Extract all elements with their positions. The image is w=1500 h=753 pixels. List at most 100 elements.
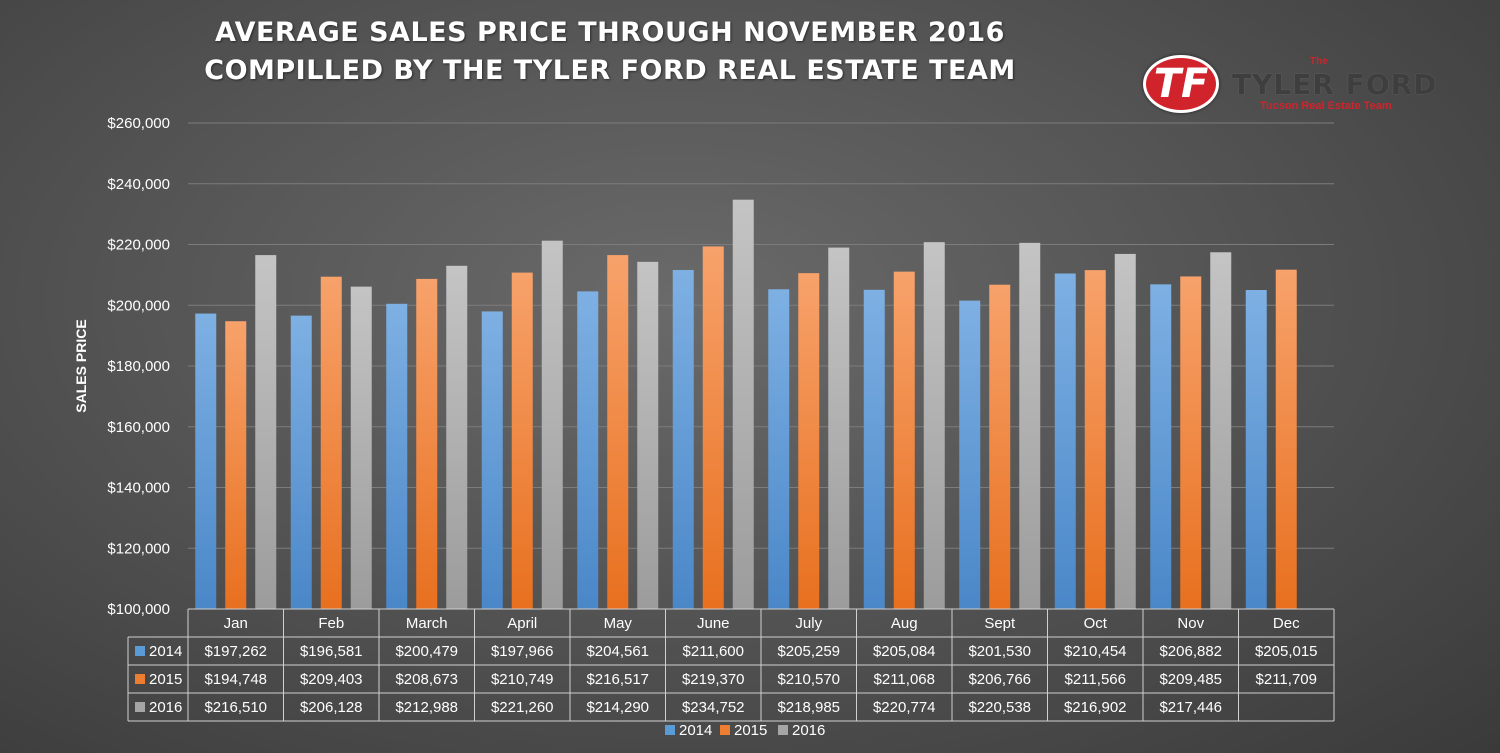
table-cell-value: $220,774 bbox=[873, 699, 936, 716]
bar-2014-oct bbox=[1054, 273, 1076, 609]
bar-2016-oct bbox=[1114, 253, 1136, 610]
tf-monogram-icon: TF bbox=[1143, 55, 1219, 113]
table-cell-value: $205,259 bbox=[777, 643, 840, 660]
table-cell-value: $197,262 bbox=[204, 643, 267, 660]
bar-2016-aug bbox=[923, 242, 945, 609]
tyler-ford-logo: TF The TYLER FORD Tucson Real Estate Tea… bbox=[1140, 52, 1440, 120]
bar-2016-march bbox=[446, 265, 468, 609]
bar-2014-feb bbox=[290, 315, 312, 609]
bar-2014-dec bbox=[1245, 290, 1267, 609]
bar-2015-april bbox=[511, 272, 533, 609]
bar-2016-sept bbox=[1019, 242, 1041, 609]
table-cell-value: $211,600 bbox=[683, 643, 744, 660]
bar-2015-dec bbox=[1275, 269, 1297, 609]
table-series-name: 2014 bbox=[149, 643, 182, 660]
y-tick-label: $100,000 bbox=[107, 601, 170, 618]
bar-2015-oct bbox=[1084, 270, 1106, 609]
y-tick-label: $200,000 bbox=[107, 297, 170, 314]
legend-key-2016 bbox=[778, 725, 788, 735]
bar-2015-may bbox=[607, 255, 629, 610]
category-label: March bbox=[406, 615, 448, 632]
bar-2016-nov bbox=[1210, 252, 1232, 609]
table-legend-key-2015 bbox=[135, 674, 145, 684]
table-cell-value: $194,748 bbox=[204, 671, 267, 688]
bar-2014-may bbox=[577, 291, 599, 609]
table-series-name: 2016 bbox=[149, 699, 182, 716]
bar-2014-june bbox=[672, 270, 694, 609]
category-label: April bbox=[507, 615, 537, 632]
y-axis-label: SALES PRICE bbox=[73, 319, 89, 412]
category-label: Nov bbox=[1177, 615, 1204, 632]
logo-the-text: The bbox=[1310, 56, 1328, 67]
table-legend-key-2016 bbox=[135, 702, 145, 712]
bar-2014-sept bbox=[959, 300, 981, 609]
logo-subtitle-text: Tucson Real Estate Team bbox=[1260, 100, 1392, 112]
bar-2016-july bbox=[828, 247, 850, 609]
bar-2015-june bbox=[702, 246, 724, 609]
legend-key-2014 bbox=[665, 725, 675, 735]
chart-title-line-1: AVERAGE SALES PRICE THROUGH NOVEMBER 201… bbox=[215, 17, 1005, 48]
y-tick-label: $220,000 bbox=[107, 237, 170, 254]
category-label: May bbox=[604, 615, 633, 632]
bar-2015-feb bbox=[320, 276, 342, 609]
category-label: Dec bbox=[1273, 615, 1300, 632]
table-legend-key-2014 bbox=[135, 646, 145, 656]
bar-2015-nov bbox=[1180, 276, 1202, 609]
table-cell-value: $209,485 bbox=[1159, 671, 1222, 688]
table-cell-value: $196,581 bbox=[300, 643, 363, 660]
bar-2014-july bbox=[768, 289, 790, 609]
category-label: Feb bbox=[318, 615, 344, 632]
y-tick-label: $120,000 bbox=[107, 540, 170, 557]
table-cell-value: $210,570 bbox=[777, 671, 840, 688]
table-cell-value: $206,128 bbox=[300, 699, 363, 716]
logo-name-text: TYLER FORD bbox=[1232, 68, 1438, 101]
bar-2015-jan bbox=[225, 321, 247, 609]
bar-2014-nov bbox=[1150, 284, 1172, 609]
table-cell-value: $216,902 bbox=[1064, 699, 1127, 716]
table-cell-value: $212,988 bbox=[395, 699, 458, 716]
legend-label: 2015 bbox=[734, 722, 767, 739]
category-label: Sept bbox=[984, 615, 1016, 632]
bar-2014-march bbox=[386, 303, 408, 609]
table-cell-value: $214,290 bbox=[586, 699, 649, 716]
chart-title: AVERAGE SALES PRICE THROUGH NOVEMBER 201… bbox=[140, 14, 1080, 90]
table-cell-value: $210,454 bbox=[1064, 643, 1127, 660]
bar-2016-may bbox=[637, 261, 659, 609]
y-tick-label: $260,000 bbox=[107, 115, 170, 132]
table-cell-value: $216,517 bbox=[586, 671, 649, 688]
y-tick-label: $140,000 bbox=[107, 480, 170, 497]
bar-2016-april bbox=[541, 240, 563, 610]
table-cell-value: $201,530 bbox=[968, 643, 1031, 660]
table-cell-value: $206,766 bbox=[968, 671, 1031, 688]
legend-key-2015 bbox=[720, 725, 730, 735]
table-cell-value: $220,538 bbox=[968, 699, 1031, 716]
bar-2014-aug bbox=[863, 289, 885, 609]
table-cell-value: $204,561 bbox=[586, 643, 649, 660]
legend-label: 2014 bbox=[679, 722, 712, 739]
table-cell-value: $210,749 bbox=[491, 671, 554, 688]
table-cell-value: $205,015 bbox=[1255, 643, 1318, 660]
bar-2014-jan bbox=[195, 313, 217, 609]
bar-2015-march bbox=[416, 278, 438, 609]
table-cell-value: $205,084 bbox=[873, 643, 936, 660]
category-label: June bbox=[697, 615, 730, 632]
table-cell-value: $219,370 bbox=[682, 671, 745, 688]
category-label: Aug bbox=[891, 615, 918, 632]
table-cell-value: $209,403 bbox=[300, 671, 363, 688]
bar-2016-feb bbox=[350, 286, 372, 609]
table-cell-value: $200,479 bbox=[395, 643, 458, 660]
chart-title-line-2: COMPILLED BY THE TYLER FORD REAL ESTATE … bbox=[204, 55, 1016, 86]
y-tick-label: $160,000 bbox=[107, 419, 170, 436]
table-cell-value: $217,446 bbox=[1159, 699, 1222, 716]
bar-2014-april bbox=[481, 311, 503, 609]
table-cell-value: $206,882 bbox=[1159, 643, 1222, 660]
table-cell-value: $218,985 bbox=[777, 699, 840, 716]
table-cell-value: $211,566 bbox=[1065, 671, 1126, 688]
y-tick-label: $240,000 bbox=[107, 176, 170, 193]
bar-2016-june bbox=[732, 199, 754, 609]
bar-2015-july bbox=[798, 273, 820, 609]
table-cell-value: $234,752 bbox=[682, 699, 745, 716]
table-series-name: 2015 bbox=[149, 671, 182, 688]
category-label: Jan bbox=[224, 615, 248, 632]
